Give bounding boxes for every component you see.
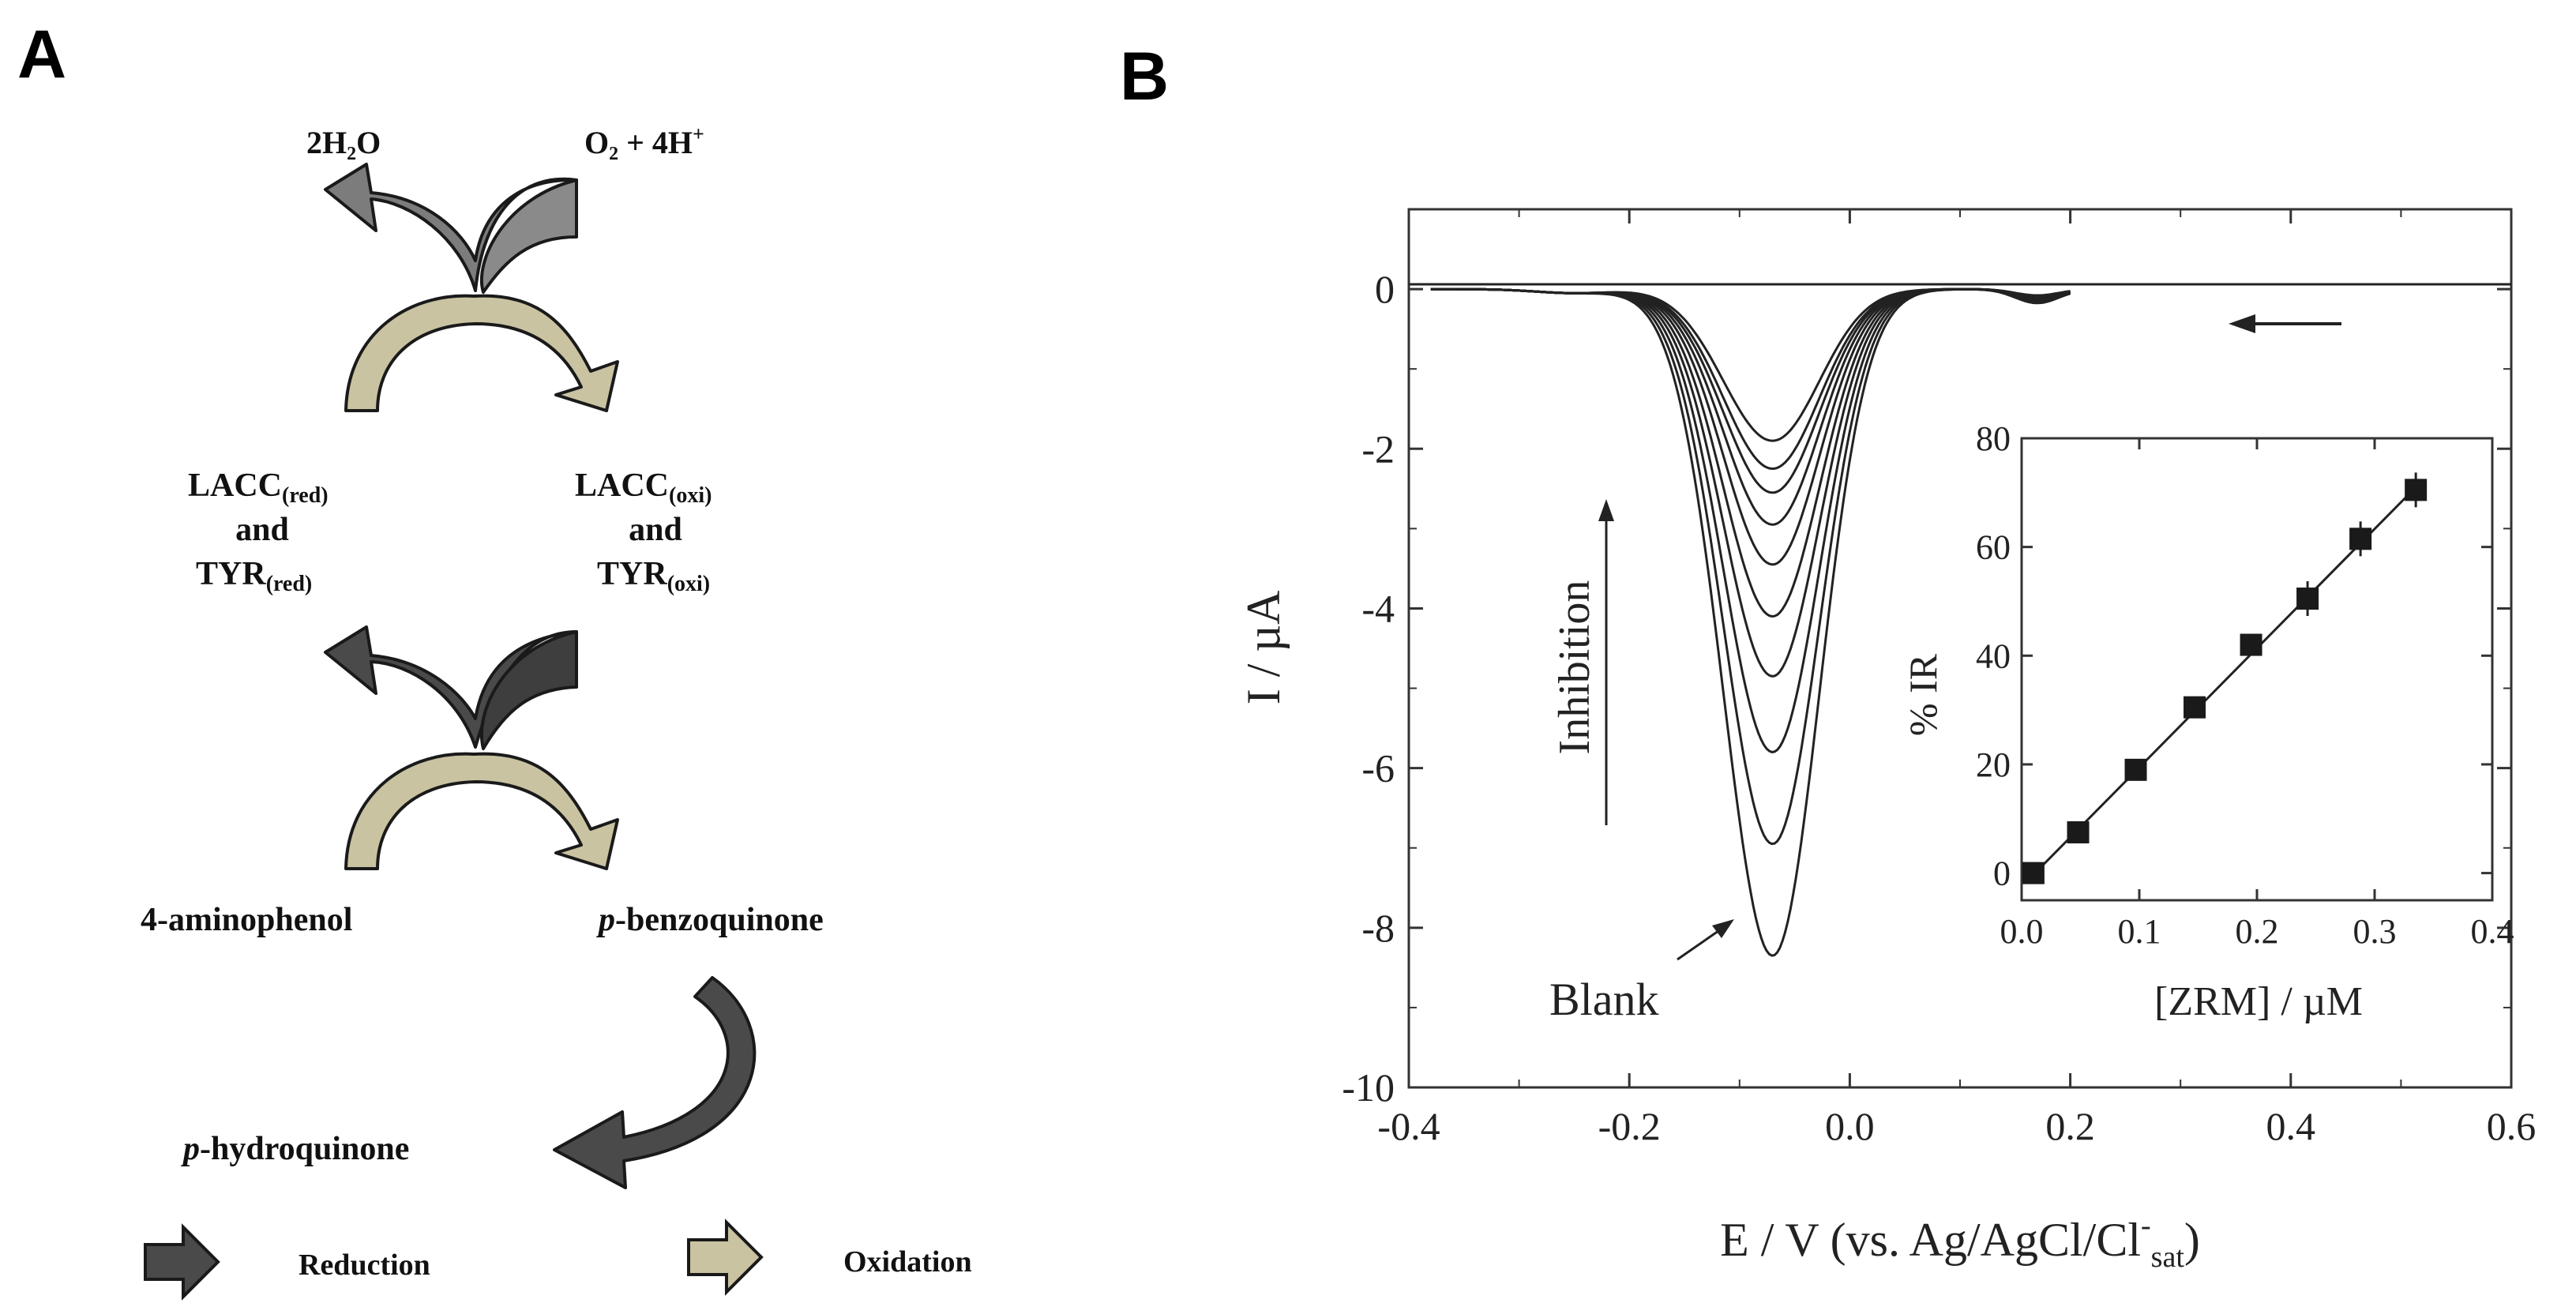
y-tick-label: -4	[1361, 586, 1395, 630]
hydroquinone-label: p-hydroquinone	[181, 1131, 409, 1167]
inset-calibration-plot: 0.0 0.1 0.2 0.3 0.4 0 20 40 60 80	[1976, 419, 2514, 951]
data-point-marker	[2124, 758, 2147, 781]
voltammogram-series-2	[1430, 287, 2071, 846]
inset-data-points	[2022, 472, 2428, 884]
data-point-marker	[2184, 696, 2206, 719]
linear-fit-line	[2032, 486, 2417, 876]
voltammogram-curves	[1430, 287, 2071, 957]
data-point-marker	[2296, 588, 2319, 610]
voltammogram-series-4	[1430, 287, 2071, 678]
y-tick-label: 0	[1375, 267, 1395, 311]
bottom-exchange-arrows	[324, 625, 619, 870]
x-tick-label: 0.6	[2487, 1104, 2537, 1148]
inset-y-tick-label: 0	[1993, 854, 2011, 893]
x-tick-label: -0.2	[1598, 1104, 1661, 1148]
dark-arrow-icon	[144, 1226, 220, 1298]
inset-ticks: 0.0 0.1 0.2 0.3 0.4 0 20 40 60 80	[1976, 419, 2514, 951]
svg-text:TYR(oxi): TYR(oxi)	[597, 556, 710, 596]
oxygen-label: O₂ + 4H+	[584, 122, 704, 160]
bottom-light-arrow-icon	[344, 752, 619, 870]
top-exchange-arrows	[324, 163, 619, 412]
voltammogram-series-3	[1430, 287, 2071, 753]
data-point-marker	[2405, 479, 2428, 501]
svg-text:LACC(oxi): LACC(oxi)	[575, 468, 712, 508]
inset-y-tick-label: 80	[1976, 419, 2011, 458]
main-y-axis-title: I / µA	[1237, 591, 1290, 705]
main-plot-ticks: -0.4 -0.2 0.0 0.2 0.4 0.6 0 -2 -4 -6 -8 -10	[1342, 208, 2537, 1148]
y-tick-label: -2	[1361, 426, 1395, 471]
right-enzyme-label: LACC(oxi) and TYR(oxi)	[575, 468, 712, 596]
top-light-arrow-icon	[344, 294, 619, 412]
data-point-marker	[2240, 633, 2262, 656]
inset-x-tick-label: 0.1	[2118, 912, 2161, 951]
main-x-axis-title: E / V (vs. Ag/AgCl/Cl-sat)	[1720, 1209, 2200, 1274]
x-tick-label: 0.2	[2045, 1104, 2095, 1148]
left-enzyme-label: LACC(red) and TYR(red)	[188, 468, 329, 596]
inset-x-axis-title: [ZRM] / µM	[2154, 979, 2363, 1024]
inset-x-tick-label: 0.4	[2471, 912, 2514, 951]
panel-b-letter: B	[1120, 39, 1169, 115]
svg-text:Blank: Blank	[1549, 974, 1659, 1025]
voltammogram-series-1	[1430, 287, 2071, 957]
inset-frame	[2020, 437, 2494, 902]
panel-a-letter: A	[17, 17, 66, 92]
y-tick-label: -6	[1361, 746, 1395, 790]
blank-annotation: Blank	[1549, 919, 1734, 1025]
inset-x-tick-label: 0.3	[2353, 912, 2397, 951]
svg-text:LACC(red): LACC(red)	[188, 468, 329, 508]
inset-y-tick-label: 60	[1976, 528, 2011, 567]
inset-y-tick-label: 40	[1976, 636, 2011, 675]
voltammogram-series-7	[1430, 287, 2071, 526]
curved-reduction-arrow-icon	[553, 976, 757, 1189]
water-label: 2H₂O	[306, 125, 381, 160]
top-left-gray-arrow-icon	[479, 178, 578, 294]
y-tick-label: -8	[1361, 906, 1395, 950]
svg-text:Inhibition: Inhibition	[1550, 580, 1599, 755]
x-tick-label: -0.4	[1377, 1104, 1440, 1148]
scan-direction-arrow-icon	[2229, 314, 2341, 333]
svg-text:Reduction: Reduction	[299, 1249, 430, 1282]
legend-reduction: Reduction	[144, 1226, 430, 1298]
svg-text:Oxidation: Oxidation	[843, 1245, 972, 1279]
inhibition-annotation: Inhibition	[1550, 499, 1614, 825]
legend-oxidation: Oxidation	[687, 1221, 972, 1294]
voltammogram-series-8	[1430, 287, 2071, 494]
data-point-marker	[2349, 528, 2372, 550]
x-tick-label: 0.4	[2266, 1104, 2316, 1148]
data-point-marker	[2022, 862, 2045, 884]
x-tick-label: 0.0	[1825, 1104, 1875, 1148]
benzoquinone-label: p-benzoquinone	[596, 902, 824, 938]
inset-x-tick-label: 0.0	[2000, 912, 2044, 951]
inset-y-axis-title: % IR	[1901, 653, 1945, 736]
data-point-marker	[2067, 820, 2090, 843]
inset-x-tick-label: 0.2	[2236, 912, 2279, 951]
top-gray-arrow-icon	[324, 163, 578, 292]
bottom-right-dark-arrow-icon	[479, 630, 578, 750]
svg-text:TYR(red): TYR(red)	[196, 556, 312, 596]
main-voltammogram-plot: -0.4 -0.2 0.0 0.2 0.4 0.6 0 -2 -4 -6 -8 -10	[1342, 208, 2537, 1148]
voltammogram-series-9	[1430, 287, 2071, 471]
inset-y-tick-label: 20	[1976, 745, 2011, 784]
light-arrow-icon	[687, 1221, 763, 1294]
substrate-label: 4-aminophenol	[141, 902, 352, 938]
y-tick-label: -10	[1342, 1065, 1395, 1110]
svg-text:and: and	[235, 512, 289, 548]
svg-text:and: and	[629, 512, 682, 548]
voltammogram-series-10	[1430, 287, 2071, 442]
